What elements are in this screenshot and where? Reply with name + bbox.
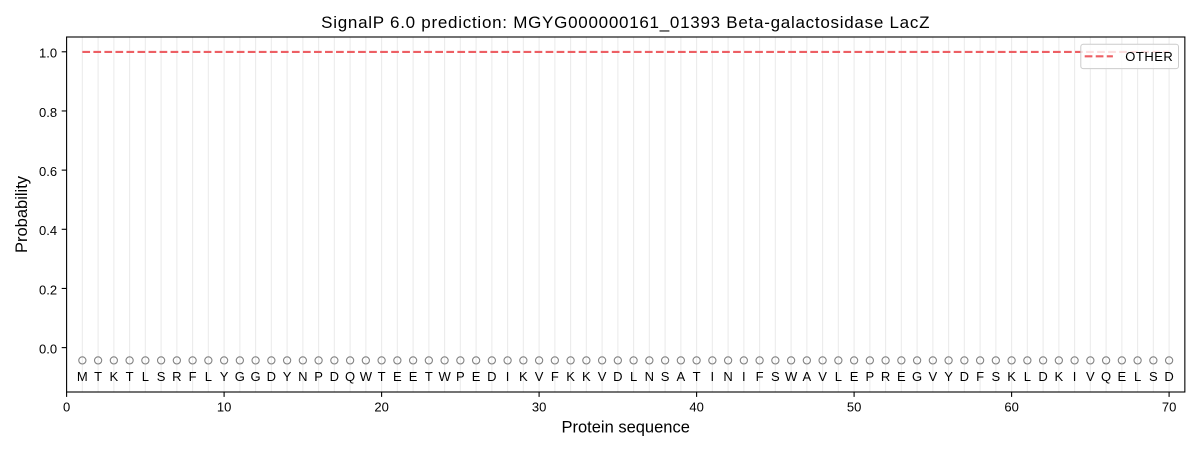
svg-text:W: W: [438, 369, 451, 384]
svg-text:F: F: [756, 369, 764, 384]
svg-text:D: D: [613, 369, 622, 384]
svg-text:G: G: [912, 369, 922, 384]
svg-text:S: S: [771, 369, 780, 384]
svg-text:E: E: [393, 369, 402, 384]
svg-text:G: G: [235, 369, 245, 384]
svg-text:Y: Y: [283, 369, 292, 384]
svg-text:L: L: [142, 369, 149, 384]
svg-text:A: A: [677, 369, 686, 384]
svg-text:D: D: [1164, 369, 1173, 384]
svg-text:K: K: [566, 369, 575, 384]
svg-text:50: 50: [847, 400, 861, 415]
svg-text:R: R: [172, 369, 181, 384]
svg-text:F: F: [976, 369, 984, 384]
svg-text:L: L: [205, 369, 212, 384]
svg-text:0.6: 0.6: [39, 164, 57, 179]
svg-text:S: S: [992, 369, 1001, 384]
svg-text:P: P: [866, 369, 875, 384]
svg-text:D: D: [330, 369, 339, 384]
svg-text:P: P: [314, 369, 323, 384]
svg-text:K: K: [1055, 369, 1064, 384]
svg-text:N: N: [723, 369, 732, 384]
svg-text:Protein sequence: Protein sequence: [561, 419, 689, 437]
svg-text:R: R: [881, 369, 890, 384]
svg-text:I: I: [506, 369, 510, 384]
svg-text:0.8: 0.8: [39, 105, 57, 120]
svg-text:OTHER: OTHER: [1125, 49, 1173, 64]
svg-text:M: M: [77, 369, 88, 384]
svg-text:S: S: [661, 369, 670, 384]
svg-text:I: I: [1073, 369, 1077, 384]
svg-text:V: V: [598, 369, 607, 384]
svg-text:W: W: [360, 369, 373, 384]
svg-text:T: T: [425, 369, 433, 384]
svg-text:V: V: [929, 369, 938, 384]
svg-text:I: I: [711, 369, 715, 384]
svg-text:T: T: [126, 369, 134, 384]
svg-text:20: 20: [374, 400, 388, 415]
svg-text:P: P: [456, 369, 465, 384]
svg-text:G: G: [251, 369, 261, 384]
svg-text:W: W: [785, 369, 798, 384]
svg-text:L: L: [835, 369, 842, 384]
svg-text:0.0: 0.0: [39, 341, 57, 356]
svg-text:F: F: [551, 369, 559, 384]
svg-text:K: K: [1007, 369, 1016, 384]
svg-text:E: E: [409, 369, 418, 384]
svg-text:L: L: [1024, 369, 1031, 384]
svg-text:N: N: [645, 369, 654, 384]
svg-text:S: S: [1149, 369, 1158, 384]
svg-text:V: V: [818, 369, 827, 384]
svg-text:Probability: Probability: [13, 175, 31, 253]
svg-text:60: 60: [1004, 400, 1018, 415]
svg-text:K: K: [582, 369, 591, 384]
svg-text:E: E: [1118, 369, 1127, 384]
svg-text:1.0: 1.0: [39, 46, 57, 61]
svg-text:30: 30: [532, 400, 546, 415]
svg-text:I: I: [742, 369, 746, 384]
svg-text:K: K: [519, 369, 528, 384]
svg-text:0: 0: [63, 400, 70, 415]
svg-text:A: A: [803, 369, 812, 384]
svg-text:N: N: [298, 369, 307, 384]
svg-text:E: E: [897, 369, 906, 384]
svg-text:D: D: [267, 369, 276, 384]
svg-text:V: V: [1086, 369, 1095, 384]
svg-text:S: S: [157, 369, 166, 384]
svg-text:V: V: [535, 369, 544, 384]
svg-text:D: D: [960, 369, 969, 384]
svg-text:K: K: [110, 369, 119, 384]
svg-text:T: T: [693, 369, 701, 384]
svg-text:Q: Q: [345, 369, 355, 384]
svg-text:Y: Y: [944, 369, 953, 384]
svg-text:Q: Q: [1101, 369, 1111, 384]
svg-text:SignalP 6.0 prediction: MGYG00: SignalP 6.0 prediction: MGYG000000161_01…: [321, 13, 930, 32]
svg-text:E: E: [850, 369, 859, 384]
svg-text:40: 40: [689, 400, 703, 415]
svg-text:E: E: [472, 369, 481, 384]
svg-text:D: D: [1038, 369, 1047, 384]
svg-text:Y: Y: [220, 369, 229, 384]
svg-text:T: T: [378, 369, 386, 384]
svg-text:L: L: [1134, 369, 1141, 384]
svg-text:F: F: [189, 369, 197, 384]
svg-text:T: T: [94, 369, 102, 384]
svg-text:10: 10: [217, 400, 231, 415]
svg-text:D: D: [487, 369, 496, 384]
svg-text:70: 70: [1162, 400, 1176, 415]
svg-text:0.4: 0.4: [39, 223, 57, 238]
svg-text:L: L: [630, 369, 637, 384]
svg-text:0.2: 0.2: [39, 282, 57, 297]
